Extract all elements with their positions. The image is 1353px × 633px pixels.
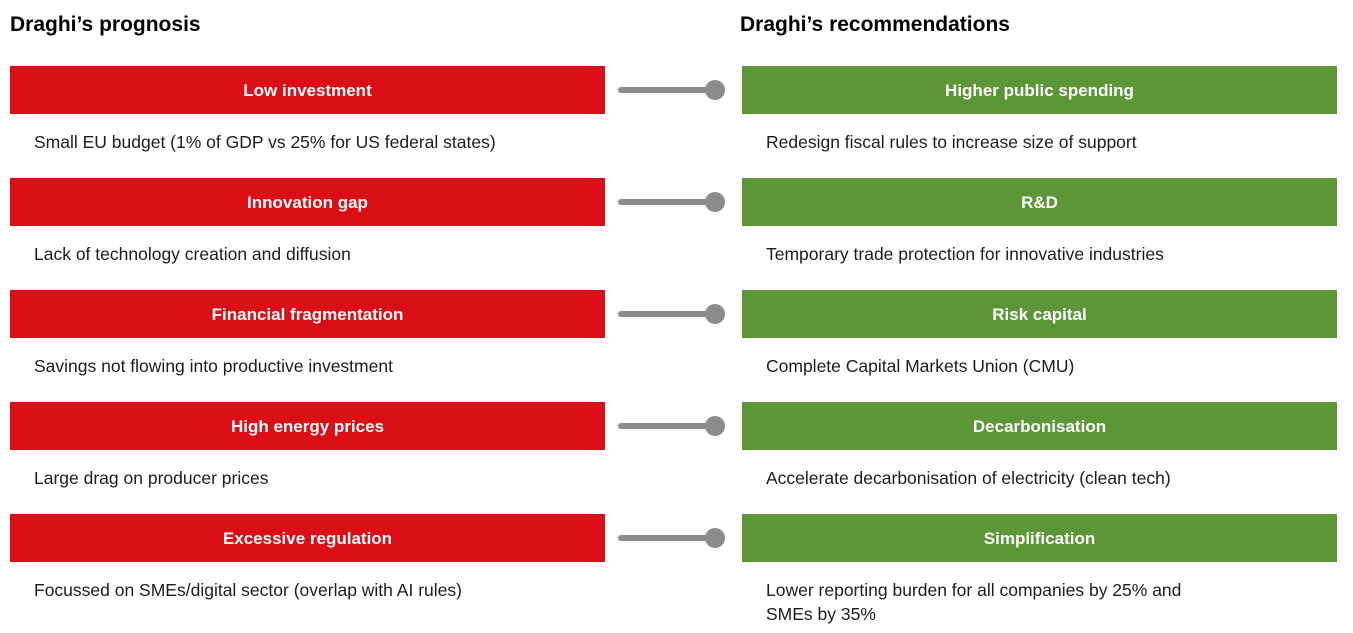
connector bbox=[605, 66, 742, 114]
connector-line bbox=[618, 311, 715, 317]
connector bbox=[605, 290, 742, 338]
row-high-energy-prices: High energy prices Large drag on produce… bbox=[0, 402, 1353, 490]
recommendation-bar: Risk capital bbox=[742, 290, 1337, 338]
recommendation-cell: Risk capital Complete Capital Markets Un… bbox=[742, 290, 1337, 378]
recommendation-cell: Simplification Lower reporting burden fo… bbox=[742, 514, 1337, 626]
connector-dot-icon bbox=[705, 304, 725, 324]
prognosis-cell: Excessive regulation Focussed on SMEs/di… bbox=[10, 514, 605, 602]
recommendations-column-header: Draghi’s recommendations bbox=[740, 13, 1010, 36]
recommendation-caption: Redesign fiscal rules to increase size o… bbox=[766, 132, 1137, 152]
prognosis-cell: Innovation gap Lack of technology creati… bbox=[10, 178, 605, 266]
column-headers: Draghi’s prognosis Draghi’s recommendati… bbox=[0, 0, 1353, 38]
prognosis-caption: Savings not flowing into productive inve… bbox=[34, 356, 393, 376]
prognosis-caption: Focussed on SMEs/digital sector (overlap… bbox=[34, 580, 462, 600]
recommendation-bar: Simplification bbox=[742, 514, 1337, 562]
prognosis-bar: Excessive regulation bbox=[10, 514, 605, 562]
connector-line bbox=[618, 199, 715, 205]
row-excessive-regulation: Excessive regulation Focussed on SMEs/di… bbox=[0, 514, 1353, 626]
connector-line bbox=[618, 535, 715, 541]
connector-line bbox=[618, 423, 715, 429]
connector-dot-icon bbox=[705, 192, 725, 212]
recommendation-caption: Accelerate decarbonisation of electricit… bbox=[766, 468, 1171, 488]
row-financial-fragmentation: Financial fragmentation Savings not flow… bbox=[0, 290, 1353, 378]
connector-dot-icon bbox=[705, 416, 725, 436]
recommendation-bar: R&D bbox=[742, 178, 1337, 226]
prognosis-cell: Financial fragmentation Savings not flow… bbox=[10, 290, 605, 378]
row-low-investment: Low investment Small EU budget (1% of GD… bbox=[0, 66, 1353, 154]
recommendation-cell: R&D Temporary trade protection for innov… bbox=[742, 178, 1337, 266]
connector bbox=[605, 514, 742, 562]
connector-line bbox=[618, 87, 715, 93]
recommendation-cell: Decarbonisation Accelerate decarbonisati… bbox=[742, 402, 1337, 490]
connector bbox=[605, 178, 742, 226]
connector-dot-icon bbox=[705, 80, 725, 100]
connector bbox=[605, 402, 742, 450]
prognosis-caption: Large drag on producer prices bbox=[34, 468, 269, 488]
prognosis-cell: High energy prices Large drag on produce… bbox=[10, 402, 605, 490]
prognosis-cell: Low investment Small EU budget (1% of GD… bbox=[10, 66, 605, 154]
prognosis-caption: Lack of technology creation and diffusio… bbox=[34, 244, 351, 264]
prognosis-bar: Low investment bbox=[10, 66, 605, 114]
recommendation-bar: Higher public spending bbox=[742, 66, 1337, 114]
recommendation-caption: Temporary trade protection for innovativ… bbox=[766, 244, 1164, 264]
prognosis-bar: High energy prices bbox=[10, 402, 605, 450]
row-innovation-gap: Innovation gap Lack of technology creati… bbox=[0, 178, 1353, 266]
prognosis-bar: Innovation gap bbox=[10, 178, 605, 226]
connector-dot-icon bbox=[705, 528, 725, 548]
prognosis-bar: Financial fragmentation bbox=[10, 290, 605, 338]
recommendation-caption: Lower reporting burden for all companies… bbox=[766, 580, 1182, 624]
prognosis-column-header: Draghi’s prognosis bbox=[10, 13, 201, 36]
recommendation-cell: Higher public spending Redesign fiscal r… bbox=[742, 66, 1337, 154]
prognosis-caption: Small EU budget (1% of GDP vs 25% for US… bbox=[34, 132, 496, 152]
recommendation-caption: Complete Capital Markets Union (CMU) bbox=[766, 356, 1075, 376]
recommendation-bar: Decarbonisation bbox=[742, 402, 1337, 450]
